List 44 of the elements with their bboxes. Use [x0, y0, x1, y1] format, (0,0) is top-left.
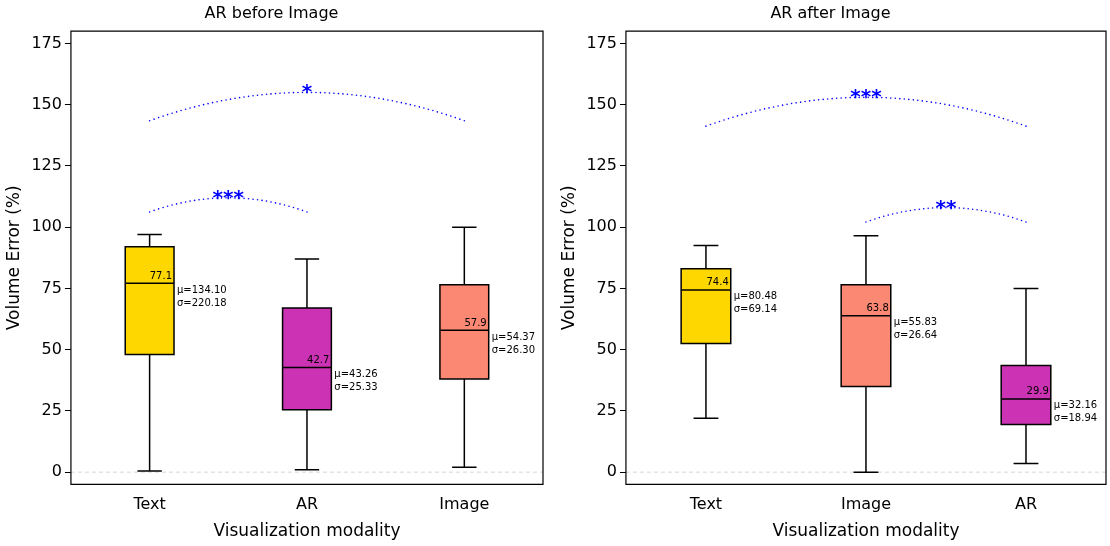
x-tick-label: AR — [1014, 494, 1038, 514]
annotation: 57.9 — [464, 316, 487, 328]
annotation: * — [301, 79, 313, 104]
annotation: μ=55.83 σ=26.64 — [893, 316, 938, 341]
y-tick-label: 175 — [586, 32, 617, 52]
annotation: 29.9 — [1026, 385, 1049, 397]
x-tick-label: AR — [295, 494, 318, 514]
y-tick-label: 100 — [586, 216, 617, 236]
y-tick-label: 100 — [31, 216, 62, 236]
y-tick-label: 50 — [596, 338, 617, 358]
annotation: μ=54.37 σ=26.30 — [491, 330, 536, 355]
y-tick-label: 75 — [596, 277, 617, 297]
y-tick-label: 125 — [31, 155, 62, 175]
y-tick-label: 125 — [586, 155, 617, 175]
annotation: μ=43.26 σ=25.33 — [334, 368, 378, 393]
annotation: 42.7 — [307, 354, 330, 366]
y-axis-title: Volume Error (%) — [2, 185, 23, 331]
y-tick-label: 175 — [31, 32, 62, 52]
annotation: μ=80.48 σ=69.14 — [733, 290, 778, 315]
chart-title: AR after Image — [770, 2, 891, 22]
y-tick-label: 150 — [31, 93, 62, 113]
annotation: *** — [850, 84, 883, 109]
x-axis-title: Visualization modality — [772, 520, 960, 541]
annotation: ** — [935, 194, 957, 219]
x-tick-label: Image — [840, 494, 892, 514]
annotation: 63.8 — [866, 302, 889, 314]
annotation: μ=134.10 σ=220.18 — [177, 283, 227, 308]
annotation: μ=32.16 σ=18.94 — [1053, 399, 1098, 424]
y-tick-label: 75 — [41, 277, 62, 297]
y-tick-label: 25 — [41, 400, 62, 420]
y-axis-title: Volume Error (%) — [557, 185, 578, 331]
y-tick-label: 0 — [606, 461, 617, 481]
x-tick-label: Text — [132, 494, 166, 514]
chart-title: AR before Image — [204, 2, 339, 22]
annotation: 74.4 — [706, 276, 729, 288]
y-tick-label: 0 — [51, 461, 62, 481]
x-axis-title: Visualization modality — [213, 520, 401, 541]
y-tick-label: 25 — [596, 400, 617, 420]
y-tick-label: 150 — [586, 93, 617, 113]
annotation: 77.1 — [149, 269, 173, 281]
annotation: *** — [212, 184, 245, 209]
x-tick-label: Text — [688, 494, 723, 514]
y-tick-label: 50 — [41, 338, 62, 358]
x-tick-label: Image — [439, 494, 490, 514]
